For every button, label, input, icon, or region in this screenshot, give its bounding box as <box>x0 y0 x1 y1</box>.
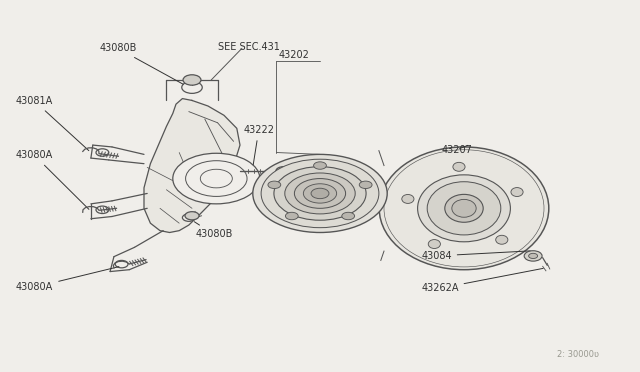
Text: 43080B: 43080B <box>99 44 183 84</box>
Text: 43084: 43084 <box>421 251 531 261</box>
Text: 43222: 43222 <box>243 125 274 165</box>
Text: 43207: 43207 <box>442 145 472 154</box>
Text: 2: 30000ʋ: 2: 30000ʋ <box>557 350 599 359</box>
Circle shape <box>96 149 109 156</box>
Text: SEE SEC.431: SEE SEC.431 <box>218 42 280 51</box>
Circle shape <box>276 167 291 176</box>
Circle shape <box>115 260 128 268</box>
Circle shape <box>294 179 346 208</box>
Ellipse shape <box>428 240 440 248</box>
Ellipse shape <box>452 199 476 217</box>
Polygon shape <box>144 99 240 232</box>
Circle shape <box>185 212 199 220</box>
Circle shape <box>359 181 372 189</box>
Text: 43080A: 43080A <box>16 267 119 292</box>
Circle shape <box>183 75 201 85</box>
Circle shape <box>268 181 281 189</box>
Ellipse shape <box>453 162 465 171</box>
Circle shape <box>261 159 379 228</box>
Ellipse shape <box>417 175 511 242</box>
Ellipse shape <box>402 195 414 203</box>
Ellipse shape <box>445 194 483 222</box>
Ellipse shape <box>379 147 548 270</box>
Circle shape <box>314 162 326 169</box>
Ellipse shape <box>428 182 501 235</box>
Circle shape <box>182 81 202 93</box>
Circle shape <box>342 212 355 220</box>
Circle shape <box>311 188 329 199</box>
Circle shape <box>529 253 538 259</box>
Circle shape <box>274 167 366 220</box>
Ellipse shape <box>511 187 523 196</box>
Text: 43262A: 43262A <box>421 268 543 293</box>
Text: 43080A: 43080A <box>16 151 89 209</box>
Circle shape <box>182 214 195 221</box>
Text: 43202: 43202 <box>278 50 309 60</box>
Circle shape <box>303 184 337 203</box>
Circle shape <box>253 154 387 232</box>
Text: 43081A: 43081A <box>16 96 89 151</box>
Ellipse shape <box>496 235 508 244</box>
Circle shape <box>96 206 109 214</box>
Circle shape <box>285 212 298 220</box>
Circle shape <box>173 153 260 204</box>
Circle shape <box>285 173 355 214</box>
Circle shape <box>524 251 542 261</box>
Text: 43080B: 43080B <box>195 222 232 239</box>
